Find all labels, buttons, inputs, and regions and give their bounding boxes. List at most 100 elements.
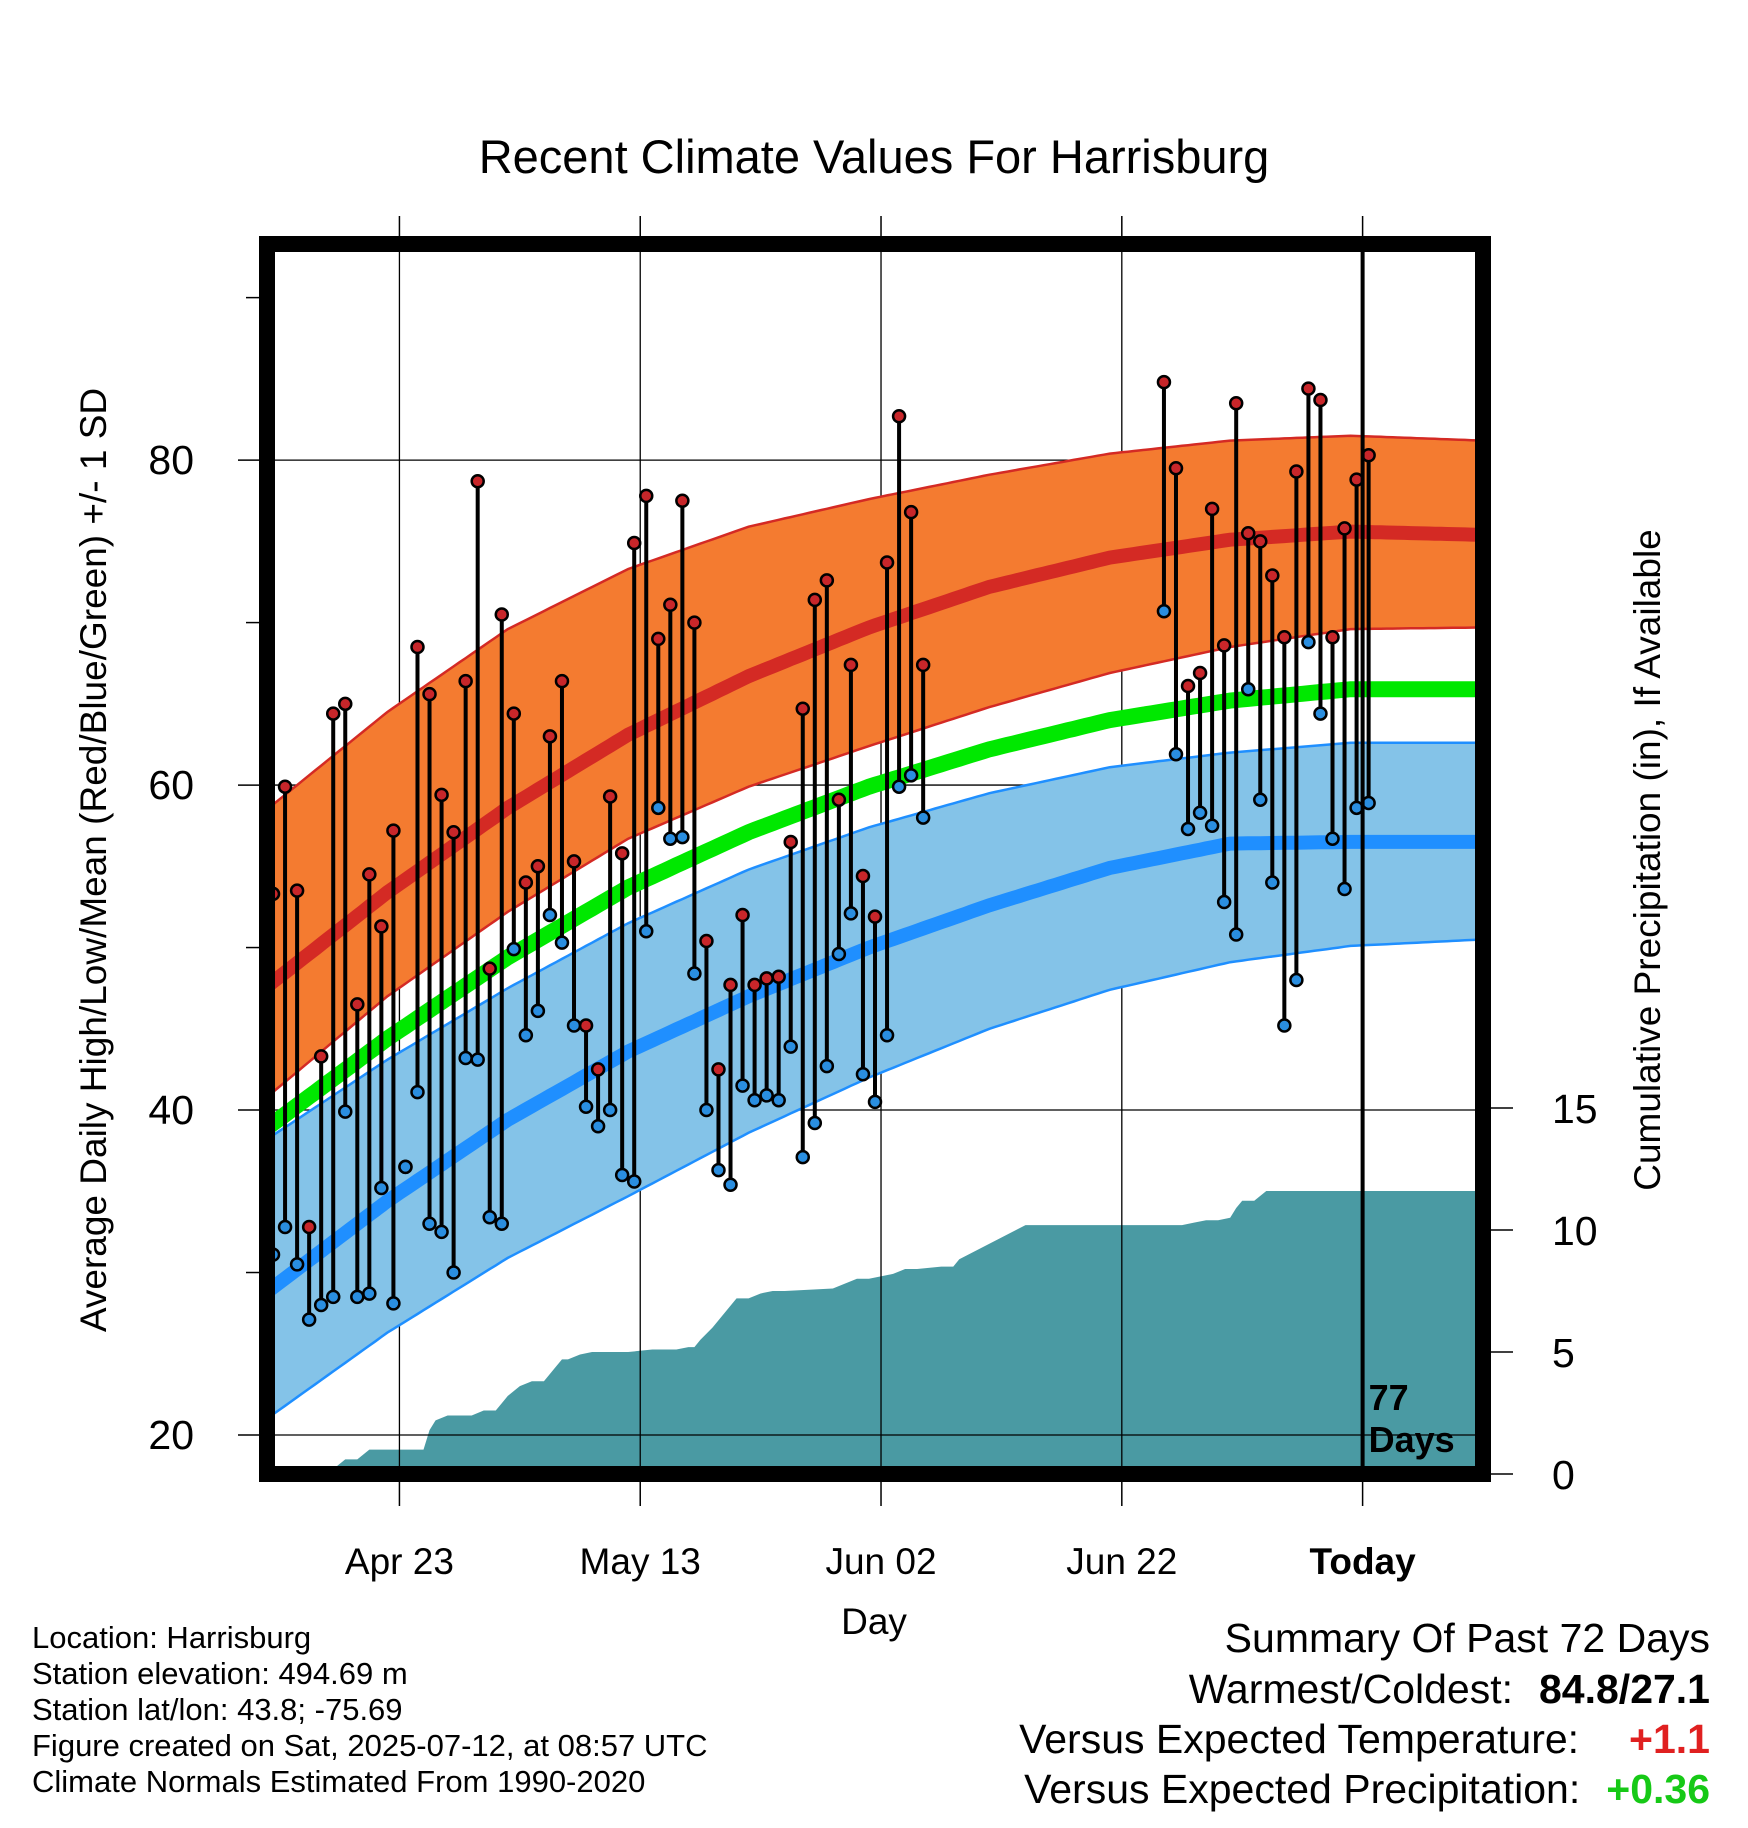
daily-low-point bbox=[518, 1028, 534, 1043]
daily-high-point bbox=[759, 971, 774, 986]
daily-high-point bbox=[783, 834, 798, 850]
x-tick-label: Jun 22 bbox=[1066, 1541, 1177, 1582]
daily-low-point bbox=[915, 810, 931, 825]
daily-low-point bbox=[819, 1058, 835, 1074]
info-normals: Climate Normals Estimated From 1990-2020 bbox=[32, 1764, 646, 1799]
daily-low-point bbox=[398, 1159, 413, 1175]
days-unit-label: Days bbox=[1369, 1419, 1455, 1460]
daily-high-point bbox=[277, 779, 293, 794]
daily-low-point bbox=[386, 1296, 401, 1311]
daily-low-point bbox=[759, 1088, 774, 1103]
daily-high-point bbox=[386, 823, 401, 838]
daily-low-point bbox=[735, 1078, 750, 1093]
daily-late-low-point bbox=[1325, 831, 1340, 846]
plot-content bbox=[267, 244, 1483, 1474]
info-latlon: Station lat/lon: 43.8; -75.69 bbox=[32, 1692, 403, 1727]
daily-low-point bbox=[711, 1162, 726, 1178]
daily-high-point bbox=[747, 977, 762, 993]
daily-late-high-point bbox=[1204, 501, 1220, 517]
daily-low-point bbox=[566, 1018, 582, 1033]
daily-late-high-point bbox=[1168, 460, 1184, 476]
daily-low-point bbox=[651, 800, 666, 816]
daily-low-point bbox=[494, 1216, 510, 1232]
daily-low-point bbox=[723, 1177, 738, 1193]
precipitation-value: +0.36 bbox=[1606, 1766, 1710, 1812]
daily-high-point bbox=[675, 493, 690, 508]
daily-high-point bbox=[819, 573, 835, 588]
y-tick-label: 20 bbox=[148, 1412, 194, 1458]
daily-high-point bbox=[434, 787, 449, 803]
right-tick-label: 15 bbox=[1552, 1086, 1598, 1132]
daily-high-point bbox=[325, 706, 341, 721]
x-tick-label: Apr 23 bbox=[345, 1541, 454, 1582]
temperature-value: +1.1 bbox=[1629, 1716, 1710, 1762]
daily-late-low-point bbox=[1216, 894, 1232, 910]
daily-late-low-point bbox=[1192, 805, 1208, 820]
daily-low-point bbox=[422, 1216, 437, 1232]
x-tick-label: May 13 bbox=[580, 1541, 701, 1582]
daily-high-point bbox=[422, 686, 437, 702]
daily-late-low-point bbox=[1313, 706, 1328, 721]
y-axis-label-right: Cumulative Precipitation (in), If Availa… bbox=[1627, 529, 1668, 1191]
daily-low-point bbox=[578, 1099, 594, 1115]
chart-title: Recent Climate Values For Harrisburg bbox=[479, 130, 1270, 183]
right-tick-label: 10 bbox=[1552, 1208, 1598, 1254]
days-count-label: 77 bbox=[1369, 1377, 1409, 1418]
daily-low-point bbox=[446, 1265, 461, 1280]
daily-high-point bbox=[590, 1062, 606, 1077]
daily-high-point bbox=[482, 961, 497, 976]
daily-late-low-point bbox=[1180, 821, 1196, 837]
daily-low-point bbox=[325, 1289, 341, 1305]
daily-high-point bbox=[410, 639, 425, 655]
daily-late-high-point bbox=[1337, 521, 1352, 536]
daily-low-point bbox=[663, 831, 678, 846]
daily-late-low-point bbox=[1337, 881, 1352, 897]
daily-high-point bbox=[723, 977, 738, 993]
daily-low-point bbox=[301, 1312, 317, 1327]
daily-late-low-point bbox=[1253, 792, 1268, 807]
daily-low-point bbox=[783, 1039, 798, 1054]
temperature-label: Versus Expected Temperature: bbox=[1019, 1716, 1580, 1762]
high-sd-band-upper-edge bbox=[267, 434, 1483, 811]
daily-high-point bbox=[638, 488, 654, 504]
x-tick-label: Jun 02 bbox=[825, 1541, 936, 1582]
daily-low-point bbox=[867, 1094, 883, 1110]
daily-late-high-point bbox=[1216, 638, 1232, 653]
daily-high-point bbox=[374, 919, 389, 934]
daily-high-point bbox=[530, 859, 546, 874]
daily-high-point bbox=[578, 1018, 594, 1033]
normal-mean-line bbox=[267, 681, 1483, 1135]
daily-low-point bbox=[614, 1167, 630, 1183]
daily-high-point bbox=[313, 1049, 329, 1064]
right-tick-label: 0 bbox=[1552, 1452, 1575, 1498]
x-axis-label: Day bbox=[841, 1601, 907, 1642]
summary-precipitation: Versus Expected Precipitation: +0.36 bbox=[1024, 1766, 1710, 1813]
daily-high-point bbox=[614, 846, 630, 861]
daily-low-point bbox=[506, 941, 522, 957]
summary-title: Summary Of Past 72 Days bbox=[1224, 1615, 1710, 1661]
daily-high-point bbox=[699, 933, 714, 949]
low-sd-band-upper-edge bbox=[267, 741, 1483, 1141]
daily-low-point bbox=[626, 1174, 642, 1189]
daily-high-point bbox=[915, 657, 931, 673]
daily-low-point bbox=[602, 1102, 618, 1118]
info-elevation: Station elevation: 494.69 m bbox=[32, 1656, 408, 1691]
daily-high-point bbox=[651, 631, 666, 647]
daily-high-point bbox=[362, 867, 377, 882]
daily-low-point bbox=[771, 1093, 786, 1108]
daily-low-point bbox=[530, 1003, 546, 1019]
daily-late-low-point bbox=[1168, 746, 1184, 762]
daily-low-point bbox=[590, 1119, 606, 1134]
daily-late-high-point bbox=[1180, 678, 1196, 694]
daily-low-point bbox=[313, 1297, 329, 1313]
daily-high-point bbox=[771, 969, 786, 985]
daily-high-point bbox=[831, 792, 847, 807]
daily-low-point bbox=[482, 1210, 497, 1225]
daily-low-point bbox=[891, 779, 907, 794]
daily-high-point bbox=[867, 909, 883, 924]
daily-high-point bbox=[518, 875, 534, 890]
y-tick-label: 40 bbox=[148, 1087, 194, 1133]
daily-high-point bbox=[338, 696, 353, 712]
y-axis-label-left: Average Daily High/Low/Mean (Red/Blue/Gr… bbox=[73, 388, 114, 1332]
